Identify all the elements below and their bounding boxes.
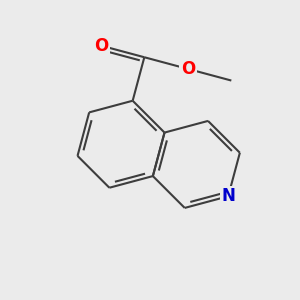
Text: O: O [181, 60, 195, 78]
Text: N: N [221, 187, 235, 205]
Text: O: O [94, 37, 108, 55]
